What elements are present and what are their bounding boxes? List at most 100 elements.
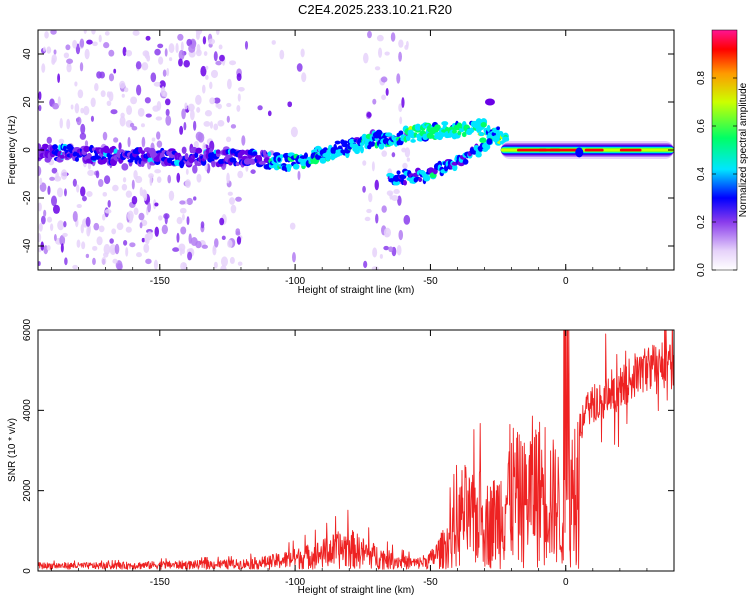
- spectrogram-cell: [159, 80, 166, 89]
- spectrogram-cell: [127, 136, 131, 148]
- spectrogram-cell: [74, 81, 78, 87]
- spectrogram-cell: [391, 195, 399, 202]
- spectrogram-cell: [87, 163, 92, 170]
- spectrogram-cell: [156, 101, 162, 111]
- spectrogram-cell: [167, 174, 172, 184]
- snr-xtick-label: -50: [423, 577, 438, 588]
- spectrogram-cell: [196, 173, 202, 183]
- spectrogram-ridge-cell: [252, 151, 258, 156]
- spectrogram-cell: [229, 197, 236, 205]
- spectrogram-cell: [110, 109, 118, 115]
- spectrogram-cell: [154, 202, 159, 207]
- spectrogram-cell: [121, 93, 125, 98]
- spectrogram-cell: [125, 247, 129, 257]
- spectrogram-ridge-cell: [59, 154, 65, 159]
- spectrogram-cell: [141, 136, 146, 148]
- colorbar-label: Normalized spectral amplitude: [738, 82, 749, 217]
- spectrogram-cell: [236, 236, 242, 245]
- spectrogram-cell: [180, 262, 187, 270]
- spectrogram-cell: [58, 138, 65, 144]
- spectrogram-cell: [41, 215, 46, 225]
- spectrogram-cell: [406, 157, 411, 162]
- spectrogram-cell: [178, 49, 185, 61]
- spectrogram-cell: [72, 39, 78, 49]
- spectrogram-cell: [146, 54, 151, 62]
- spectrogram-cell: [93, 222, 100, 231]
- spectrogram-cell: [226, 136, 232, 143]
- spectrogram-cell: [287, 101, 293, 108]
- spectrogram-ridge-cell: [341, 143, 349, 148]
- spectrogram-ridge-cell: [303, 152, 308, 159]
- spectrogram-cell: [219, 54, 225, 62]
- spectrogram-cell: [112, 184, 119, 192]
- spectrogram-cell: [132, 30, 140, 36]
- spectrogram-branch-cell: [462, 158, 469, 165]
- spectrogram-ridge-cell: [42, 143, 49, 148]
- spectrogram-cell: [125, 49, 133, 57]
- spectrogram-xtick-label: -150: [150, 276, 170, 287]
- spectrogram-cell: [178, 243, 186, 252]
- spectrogram-cell: [168, 57, 173, 62]
- spectrogram-cell: [94, 82, 99, 92]
- colorbar-tick-label: 0.0: [696, 263, 707, 277]
- spectrogram-ytick-label: -40: [22, 238, 33, 253]
- spectrogram-cell: [383, 245, 389, 251]
- spectrogram-cell: [38, 222, 43, 232]
- spectrogram-cell: [125, 226, 132, 233]
- spectrogram-cell: [140, 123, 145, 128]
- spectrogram-cell: [217, 120, 225, 127]
- spectrogram-cell: [76, 184, 80, 193]
- spectrogram-cell: [219, 217, 225, 226]
- spectrogram-cell: [43, 209, 47, 217]
- spectrogram-cell: [213, 97, 221, 104]
- spectrogram-cell: [79, 38, 85, 48]
- spectrogram-cell: [205, 74, 209, 80]
- spectrogram-cell: [162, 91, 168, 98]
- snr-frame: [37, 329, 675, 572]
- spectrogram-cell: [108, 49, 115, 57]
- spectrogram-cell: [103, 243, 111, 255]
- spectrogram-cell: [391, 152, 396, 158]
- spectrogram-cell: [241, 135, 246, 146]
- spectrogram-cell: [51, 167, 58, 174]
- spectrogram-cell: [164, 48, 168, 57]
- snr-panel: -150 -100 -50 0 0 2000 4000 6000 Height of stra…: [7, 318, 675, 596]
- spectrogram-cell: [235, 196, 242, 202]
- spectrogram-cell: [376, 34, 384, 42]
- spectrogram-cell: [176, 172, 181, 183]
- snr-ytick-label: 6000: [22, 318, 33, 341]
- spectrogram-cell: [218, 44, 223, 50]
- spectrogram-cell: [237, 86, 245, 92]
- spectrogram-cell: [57, 73, 61, 83]
- spectrogram-cell: [165, 115, 172, 126]
- spectrogram-cell: [209, 121, 214, 129]
- spectrogram-cell: [168, 43, 175, 54]
- spectrogram-heatmap: [38, 30, 674, 270]
- spectrogram-cell: [98, 225, 105, 233]
- spectrogram-cell: [289, 222, 296, 230]
- spectrogram-cell: [186, 216, 190, 226]
- spectrogram-cell: [381, 150, 388, 157]
- spectrogram-cell: [230, 204, 237, 214]
- spectrogram-branch-cell: [496, 126, 500, 131]
- spectrogram-cell: [125, 190, 133, 198]
- spectrogram-cell: [184, 102, 188, 110]
- spectrogram-cell: [51, 57, 56, 65]
- spectrogram-branch-cell: [473, 144, 480, 151]
- spectrogram-cell: [372, 247, 378, 258]
- spectrogram-cell: [204, 110, 213, 117]
- spectrogram-cell: [155, 116, 163, 121]
- spectrogram-cell: [257, 105, 263, 111]
- spectrogram-cell: [213, 261, 218, 269]
- spectrogram-cell: [209, 81, 213, 90]
- spectrogram-cell: [401, 97, 405, 108]
- spectrogram-cell: [388, 246, 394, 253]
- spectrogram-cell: [46, 244, 51, 251]
- spectrogram-cell: [64, 188, 67, 197]
- spectrogram-cell: [403, 214, 411, 225]
- spectrogram-cell: [114, 243, 120, 255]
- spectrogram-cell: [72, 178, 77, 187]
- spectrogram-cell: [297, 170, 301, 181]
- spectrogram-cell: [90, 97, 96, 108]
- spectrogram-cell: [141, 62, 149, 71]
